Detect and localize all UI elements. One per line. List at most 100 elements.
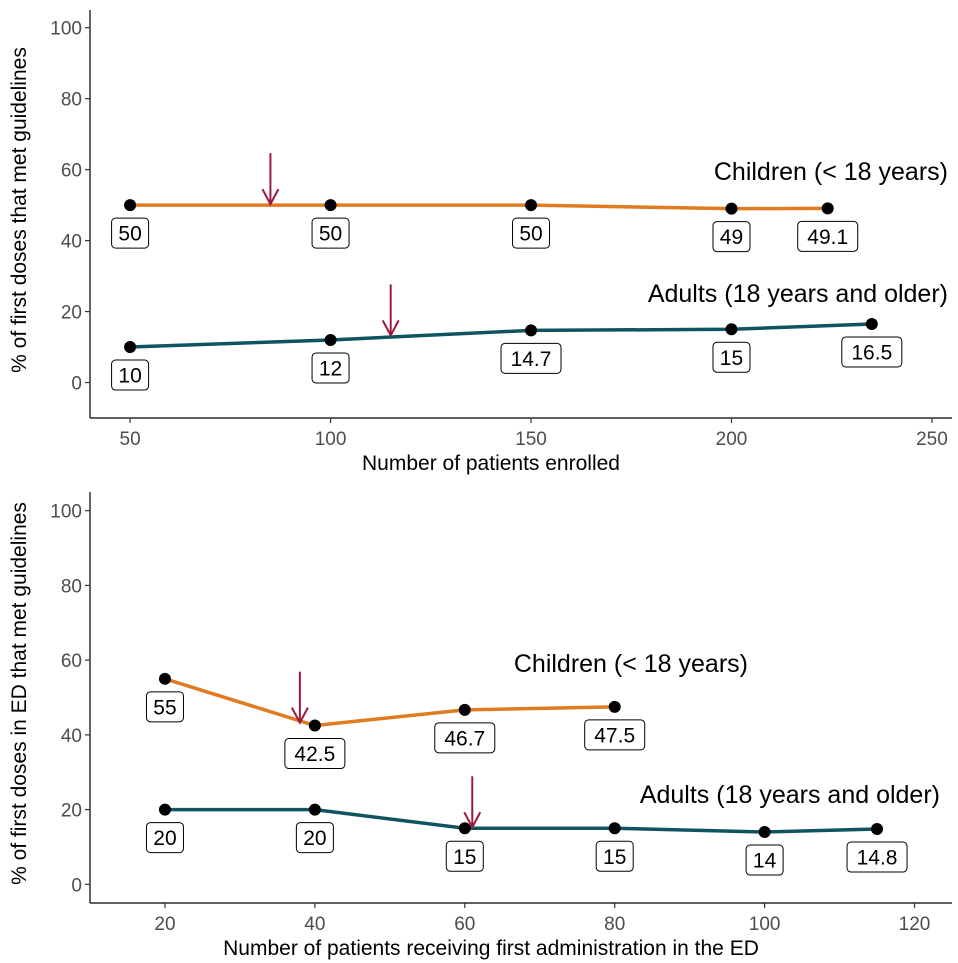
data-label: 50: [118, 223, 141, 246]
series-line: [164, 807, 878, 834]
data-label: 15: [453, 846, 476, 869]
data-label: 20: [153, 827, 176, 850]
annotation-arrow: [381, 284, 400, 338]
y-axis-title: % of first doses that met guidelines: [8, 47, 31, 373]
arrow-head: [463, 811, 482, 830]
series-line: [130, 322, 872, 349]
y-tick-label: 40: [61, 232, 82, 253]
data-point: [865, 317, 878, 330]
data-label-box: [841, 336, 903, 368]
data-point: [124, 199, 137, 212]
data-label-box: [846, 841, 908, 873]
chart-panel-2: 0 20 40 60 80 100 20 40 60 80 100 120 Number of pati…: [8, 492, 952, 960]
data-point: [725, 202, 738, 215]
data-point: [871, 823, 884, 836]
x-tick-label: 80: [604, 914, 625, 935]
data-label: 50: [519, 223, 542, 246]
data-label: 46.7: [444, 727, 485, 750]
y-tick-label: 60: [61, 651, 82, 672]
series-name-label: Children (< 18 years): [514, 650, 748, 678]
x-tick-label: 100: [315, 429, 347, 450]
data-label-box: [295, 822, 334, 854]
series-line: [164, 677, 615, 728]
data-label: 49.1: [807, 226, 848, 249]
y-tick-label: 0: [71, 875, 82, 896]
data-label-box: [145, 691, 184, 723]
data-label-box: [584, 719, 646, 751]
y-tick-label: 20: [61, 801, 82, 822]
data-point: [821, 202, 834, 215]
y-axis-title: % of first doses in ED that met guidelin…: [8, 502, 31, 885]
y-tick-label: 20: [61, 303, 82, 324]
data-point: [525, 199, 538, 212]
x-tick-label: 200: [716, 429, 748, 450]
y-tick-label: 0: [71, 374, 82, 395]
data-label: 14: [753, 850, 777, 873]
data-label-box: [712, 341, 751, 373]
y-tick-label: 80: [61, 576, 82, 597]
annotation-arrow: [463, 776, 482, 830]
data-label: 15: [720, 347, 743, 370]
x-axis-title: Number of patients receiving first admin…: [223, 937, 759, 960]
series-name-label: Children (< 18 years): [714, 158, 948, 186]
data-label: 55: [153, 696, 176, 719]
annotation-arrow: [290, 671, 309, 725]
data-label: 50: [319, 223, 342, 246]
data-label-box: [111, 217, 150, 249]
x-tick-label: 20: [154, 914, 175, 935]
x-tick-label: 50: [120, 429, 141, 450]
arrow-head: [261, 188, 280, 207]
data-point: [324, 199, 337, 212]
data-label-box: [595, 840, 634, 872]
data-point: [525, 324, 538, 337]
data-label-box: [311, 217, 350, 249]
data-label: 14.7: [511, 348, 552, 371]
data-label-box: [797, 220, 859, 252]
data-point: [308, 719, 321, 732]
data-label-box: [311, 352, 350, 384]
data-point: [725, 323, 738, 336]
x-tick-label: 250: [916, 429, 948, 450]
data-label: 49: [720, 226, 743, 249]
data-label-box: [745, 844, 784, 876]
chart-panel-1: 0 20 40 60 80 100 50 100 150 200 250 Number of pati…: [8, 10, 952, 475]
data-point: [158, 803, 171, 816]
data-label-box: [434, 722, 496, 754]
x-tick-label: 120: [899, 914, 931, 935]
data-label: 15: [603, 846, 626, 869]
data-point: [124, 341, 137, 354]
data-label-box: [500, 342, 562, 374]
annotation-arrow: [261, 153, 280, 207]
data-label: 47.5: [594, 724, 635, 747]
series-line: [130, 203, 828, 211]
data-label-box: [284, 738, 346, 770]
data-label: 12: [319, 357, 342, 380]
data-point: [324, 333, 337, 346]
data-label-box: [512, 217, 551, 249]
data-point: [458, 703, 471, 716]
x-tick-label: 100: [749, 914, 781, 935]
y-tick-label: 60: [61, 161, 82, 182]
data-label-box: [145, 822, 184, 854]
data-label-box: [712, 221, 751, 253]
x-tick-label: 60: [454, 914, 475, 935]
data-label-box: [445, 840, 484, 872]
data-label: 10: [118, 365, 141, 388]
arrow-head: [381, 319, 400, 338]
y-tick-label: 100: [50, 19, 82, 40]
data-point: [458, 822, 471, 835]
y-tick-label: 40: [61, 726, 82, 747]
x-tick-label: 40: [304, 914, 325, 935]
data-point: [758, 826, 771, 839]
series-adults: 20 20 15 15 14 14.8 Adults (18 years and older…: [145, 781, 940, 876]
series-name-label: Adults (18 years and older): [648, 280, 948, 308]
series-adults: 10 12 14.7 15 16.5 Adults (18 years and older…: [111, 280, 948, 391]
data-label: 16.5: [851, 341, 892, 364]
data-point: [608, 822, 621, 835]
data-point: [158, 672, 171, 685]
y-tick-label: 100: [50, 502, 82, 523]
series-children: 55 42.5 46.7 47.5 Children (< 18 years): [145, 650, 748, 770]
series-name-label: Adults (18 years and older): [640, 781, 940, 809]
data-label: 20: [303, 827, 326, 850]
